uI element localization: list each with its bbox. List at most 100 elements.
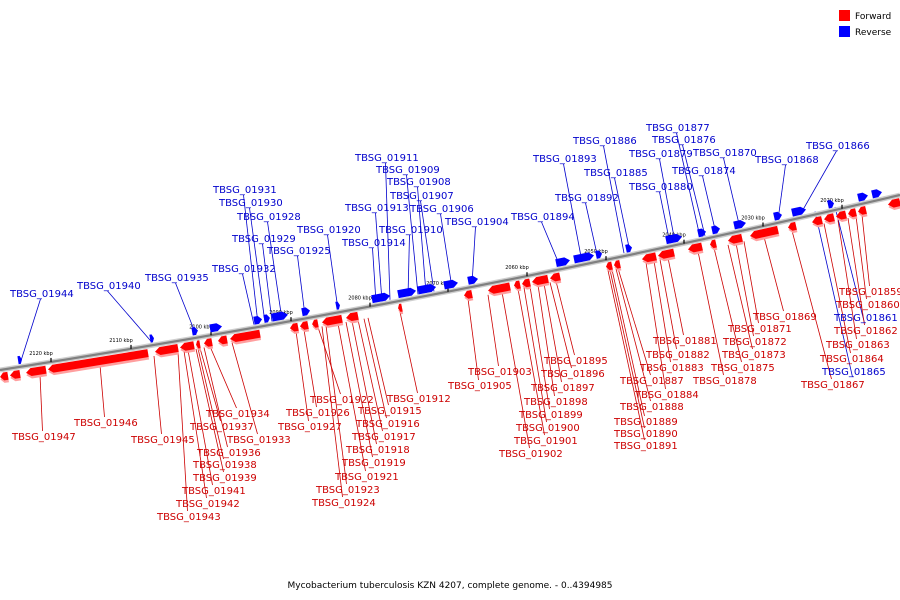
- leader-line: [153, 355, 162, 435]
- forward-gene-arrow: [613, 260, 622, 272]
- leader-line: [723, 157, 741, 229]
- forward-gene-label: TBSG_01882: [645, 350, 710, 361]
- gene-body: [531, 274, 549, 285]
- leader-line: [175, 282, 197, 336]
- leader-line: [823, 223, 851, 354]
- reverse-gene-label: TBSG_01929: [231, 234, 296, 245]
- leader-line: [659, 259, 677, 350]
- forward-gene-arrow: [299, 321, 310, 333]
- scale-tick-label: 2020 kbp: [820, 198, 844, 204]
- reverse-gene-label: TBSG_01861: [833, 313, 898, 324]
- reverse-gene-arrow: [665, 233, 683, 245]
- gene-body: [26, 365, 47, 377]
- forward-gene-label: TBSG_01890: [613, 429, 678, 440]
- reverse-gene-label: TBSG_01877: [645, 123, 710, 134]
- forward-gene-label: TBSG_01888: [619, 402, 684, 413]
- gene-body: [203, 338, 213, 347]
- leader-line: [209, 346, 237, 409]
- reverse-gene-label: TBSG_01944: [9, 289, 74, 300]
- reverse-gene-arrow: [467, 275, 479, 285]
- gene-body: [773, 211, 783, 221]
- gene-body: [727, 233, 743, 244]
- reverse-gene-arrow: [791, 206, 807, 217]
- gene-body: [299, 321, 309, 330]
- reverse-gene-label: TBSG_01913: [344, 203, 409, 214]
- leader-line: [203, 347, 228, 448]
- leader-line: [406, 174, 419, 295]
- leader-line: [777, 164, 786, 220]
- forward-gene-label: TBSG_01919: [341, 458, 406, 469]
- reverse-gene-arrow: [191, 327, 198, 336]
- leader-line: [303, 329, 317, 408]
- leader-line: [615, 268, 651, 402]
- leader-line: [242, 273, 255, 325]
- leader-line: [645, 262, 666, 390]
- reverse-gene-label: TBSG_01909: [375, 165, 440, 176]
- forward-gene-label: TBSG_01869: [752, 312, 817, 323]
- gene-body: [321, 314, 343, 326]
- reverse-gene-label: TBSG_01910: [378, 225, 443, 236]
- gene-body: [812, 216, 823, 226]
- forward-gene-label: TBSG_01903: [467, 367, 532, 378]
- gene-body: [17, 355, 22, 365]
- gene-body: [443, 279, 458, 290]
- gene-body: [697, 228, 707, 238]
- forward-gene-label: TBSG_01900: [515, 423, 580, 434]
- scale-tick-label: 2060 kbp: [505, 265, 529, 271]
- leader-line: [197, 348, 224, 460]
- forward-gene-label: TBSG_01937: [189, 422, 254, 433]
- reverse-gene-label: TBSG_01868: [754, 155, 819, 166]
- forward-gene-label: TBSG_01938: [192, 460, 257, 471]
- gene-body: [209, 323, 223, 333]
- reverse-gene-arrow: [17, 355, 22, 365]
- leader-line: [321, 326, 343, 498]
- reverse-gene-label: TBSG_01928: [236, 212, 301, 223]
- leader-line: [611, 269, 645, 417]
- leader-line: [249, 207, 266, 323]
- leader-line: [317, 327, 341, 395]
- forward-gene-label: TBSG_01945: [130, 435, 195, 446]
- forward-gene-label: TBSG_01943: [156, 512, 221, 523]
- forward-gene-arrow: [657, 248, 676, 262]
- leader-line: [487, 294, 499, 367]
- leader-line: [351, 320, 377, 445]
- label-leader-lines: [19, 132, 870, 512]
- leader-line: [735, 243, 754, 337]
- gene-body: [513, 280, 521, 289]
- leader-line: [187, 350, 213, 486]
- gene-body: [191, 327, 198, 336]
- gene-body: [641, 252, 657, 263]
- forward-gene-label: TBSG_01862: [833, 326, 898, 337]
- scale-tick-label: 2110 kbp: [109, 338, 133, 344]
- forward-gene-arrow: [289, 322, 300, 334]
- reverse-gene-arrow: [733, 220, 746, 230]
- leader-line: [607, 270, 645, 441]
- forward-gene-arrow: [513, 280, 522, 292]
- forward-gene-arrow: [9, 369, 22, 382]
- leader-line: [855, 216, 867, 300]
- map-caption: Mycobacterium tuberculosis KZN 4207, com…: [287, 581, 612, 591]
- reverse-gene-label: TBSG_01932: [211, 264, 276, 275]
- reverse-gene-label: TBSG_01930: [218, 198, 283, 209]
- forward-gene-label: TBSG_01941: [181, 486, 246, 497]
- reverse-gene-label: TBSG_01893: [532, 154, 597, 165]
- reverse-gene-arrow: [443, 279, 458, 290]
- gene-body: [346, 311, 359, 322]
- gene-body: [665, 233, 683, 245]
- gene-body: [613, 260, 621, 269]
- forward-gene-arrow: [217, 335, 229, 347]
- forward-gene-label: TBSG_01917: [351, 432, 416, 443]
- reverse-gene-label: TBSG_01870: [692, 148, 757, 159]
- leader-line: [385, 162, 391, 300]
- forward-gene-arrow: [824, 213, 836, 225]
- leader-line: [791, 230, 832, 380]
- leader-line: [523, 287, 547, 423]
- legend: Forward Reverse: [839, 10, 892, 38]
- reverse-gene-arrow: [573, 252, 594, 264]
- leader-line: [467, 298, 479, 381]
- gene-body: [263, 314, 270, 323]
- leader-line: [659, 191, 671, 244]
- forward-gene-label: TBSG_01891: [613, 441, 678, 452]
- reverse-gene-arrow: [625, 244, 633, 253]
- gene-body: [253, 315, 263, 325]
